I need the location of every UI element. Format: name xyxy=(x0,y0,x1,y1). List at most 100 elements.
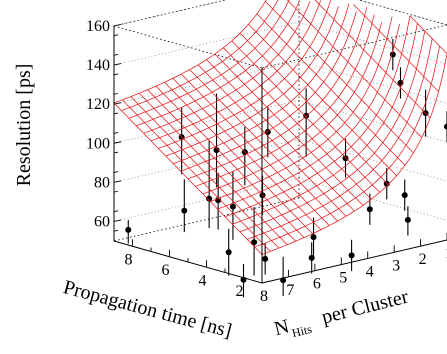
grid-line xyxy=(113,60,300,105)
surface-line xyxy=(130,96,280,249)
surface-line xyxy=(150,0,321,142)
z-minor-tick xyxy=(113,171,119,174)
surface-line xyxy=(202,22,382,195)
x-tick-label: 4 xyxy=(199,272,207,289)
grid-line xyxy=(298,21,447,65)
data-point xyxy=(342,155,349,162)
surface-line xyxy=(206,59,355,212)
z-minor-tick xyxy=(113,210,119,213)
surface-line xyxy=(265,1,414,154)
y-tick-label: 2 xyxy=(419,251,427,268)
box-edge xyxy=(113,25,263,69)
x-tick-label: 8 xyxy=(125,251,133,268)
surface-line xyxy=(210,16,393,202)
z-minor-tick xyxy=(113,73,119,76)
z-minor-tick xyxy=(113,229,119,232)
surface-line xyxy=(353,4,439,92)
plot-box-back xyxy=(113,0,447,242)
data-point xyxy=(308,254,315,261)
data-point xyxy=(181,207,188,214)
surface-line xyxy=(409,15,447,54)
surface-line xyxy=(197,64,347,217)
surface-line xyxy=(155,85,305,238)
grid-line xyxy=(113,0,228,27)
surface-line xyxy=(180,11,357,172)
grid-line xyxy=(113,21,300,66)
z-minor-tick xyxy=(113,92,119,95)
z-minor-tick xyxy=(113,34,119,37)
surface-line xyxy=(138,92,288,245)
surface-line xyxy=(147,89,296,242)
y-tick-label: 3 xyxy=(392,257,400,274)
surface-line xyxy=(195,14,375,187)
z-tick xyxy=(113,219,122,222)
box-edge xyxy=(113,0,228,27)
grid-line xyxy=(298,99,447,143)
data-point xyxy=(225,249,232,256)
z-tick-label: 60 xyxy=(94,213,110,230)
data-point xyxy=(366,206,373,213)
z-tick-label: 120 xyxy=(86,96,110,113)
z-tick xyxy=(113,63,122,66)
z-tick-label: 80 xyxy=(94,174,110,191)
data-point xyxy=(251,239,258,246)
surface-line xyxy=(217,23,400,210)
surface-line xyxy=(173,3,350,164)
surface-line xyxy=(143,0,311,134)
box-edge xyxy=(357,0,447,26)
y-tick-label: 8 xyxy=(260,288,268,305)
data-point xyxy=(444,123,447,130)
surface-line xyxy=(136,0,300,127)
z-tick xyxy=(113,102,122,105)
axis-ticks: 60 80 100 120 140 160 2 4 6 8 1 2 3 4 5 6 7 8 xyxy=(86,18,447,305)
y-tick-label: 1 xyxy=(445,245,447,262)
surface-line xyxy=(239,32,389,185)
data-point xyxy=(125,226,132,233)
z-tick-label: 100 xyxy=(86,135,110,152)
y-tick-label: 7 xyxy=(286,282,294,299)
surface-line xyxy=(172,78,322,231)
data-point xyxy=(213,147,220,154)
z-axis-title: Resolution [ps] xyxy=(13,64,35,187)
data-point xyxy=(206,195,213,202)
z-minor-tick xyxy=(113,190,119,193)
surface-line xyxy=(231,40,380,193)
surface-line xyxy=(164,82,313,235)
surface-line xyxy=(248,23,397,176)
z-minor-tick xyxy=(113,53,119,56)
x-tick-label: 6 xyxy=(162,262,170,279)
z-minor-tick xyxy=(113,112,119,115)
fit-surface xyxy=(113,0,447,255)
y-axis-title-rest: per Cluster xyxy=(315,286,411,330)
surface-line xyxy=(189,69,338,222)
surface-line xyxy=(128,0,290,119)
surface-line xyxy=(122,99,271,252)
y-tick-label: 6 xyxy=(313,276,321,293)
surface-line xyxy=(314,0,431,119)
z-minor-tick xyxy=(113,132,119,134)
surface-line xyxy=(286,0,423,138)
y-axis-title-sub: Hits xyxy=(290,322,313,341)
surface-line xyxy=(113,0,267,104)
surface-line xyxy=(223,47,372,200)
grid-line xyxy=(298,178,447,221)
surface-line xyxy=(158,0,332,149)
z-tick xyxy=(113,141,122,144)
y-axis-line xyxy=(261,239,447,284)
data-point xyxy=(310,234,317,241)
surface-line xyxy=(214,53,364,206)
z-tick xyxy=(113,24,122,27)
x-axis-title: Propagation time [ns] xyxy=(61,276,234,342)
surface-line xyxy=(121,0,279,111)
surface-line xyxy=(165,6,339,157)
data-point xyxy=(348,252,355,259)
y-axis-title-main: N xyxy=(272,315,291,340)
data-point xyxy=(389,51,396,58)
y-tick-label: 5 xyxy=(339,270,347,287)
surface-line xyxy=(187,7,368,180)
data-point xyxy=(404,216,411,223)
z-tick-label: 160 xyxy=(86,18,110,35)
surface-line xyxy=(256,13,406,166)
